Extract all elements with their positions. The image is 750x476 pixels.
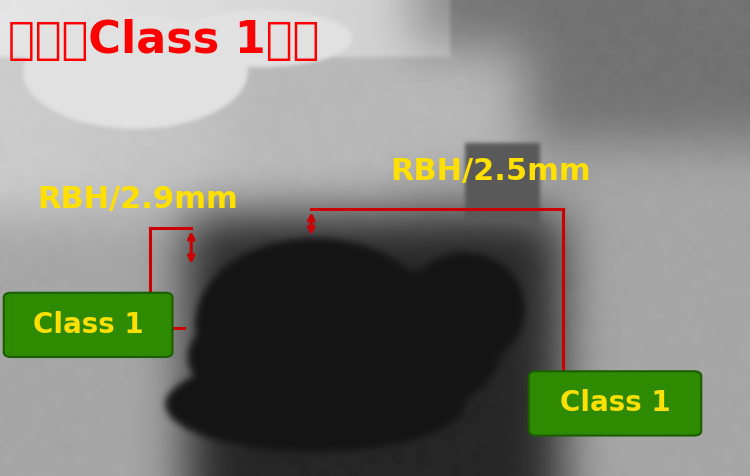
FancyBboxPatch shape xyxy=(4,293,172,357)
Text: RBH/2.5mm: RBH/2.5mm xyxy=(390,157,591,186)
Text: Class 1: Class 1 xyxy=(33,311,143,339)
Text: RBH/2.9mm: RBH/2.9mm xyxy=(38,186,238,214)
FancyBboxPatch shape xyxy=(529,371,701,436)
Text: 最難度Class 1症例: 最難度Class 1症例 xyxy=(8,19,319,62)
Text: Class 1: Class 1 xyxy=(560,389,670,417)
